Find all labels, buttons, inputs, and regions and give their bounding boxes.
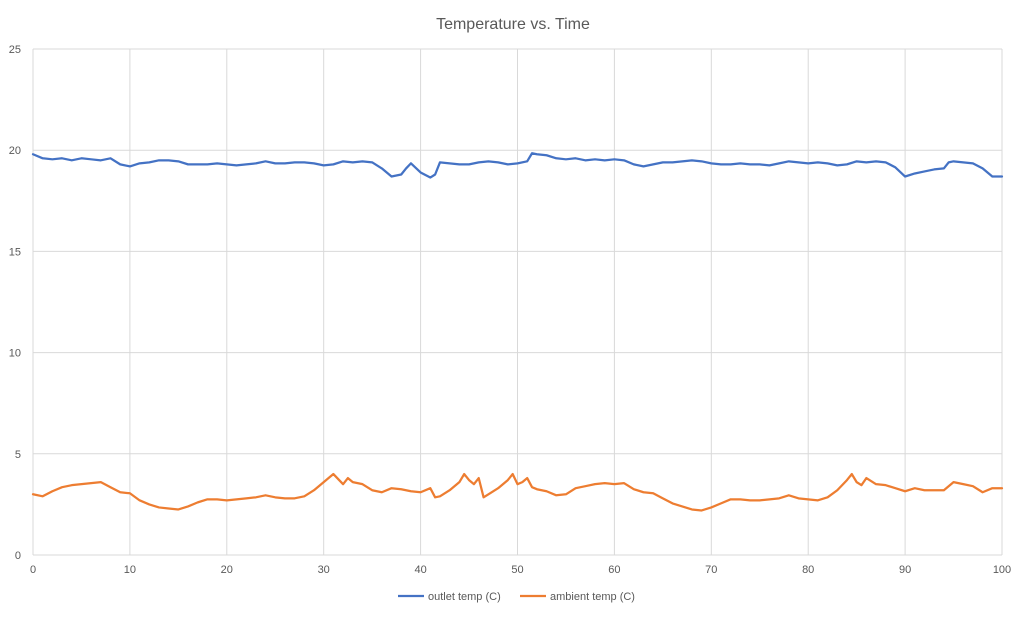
y-tick-label: 20 [9,145,21,157]
x-tick-label: 80 [802,564,814,576]
legend-label: outlet temp (C) [428,591,501,603]
series-lines [31,152,1004,512]
x-tick-label: 10 [124,564,136,576]
y-tick-label: 0 [15,550,21,562]
x-tick-label: 60 [608,564,620,576]
x-tick-label: 40 [414,564,426,576]
x-tick-label: 20 [221,564,233,576]
legend-label: ambient temp (C) [550,591,635,603]
legend[interactable]: outlet temp (C) ambient temp (C) [398,591,635,603]
x-tick-label: 0 [30,564,36,576]
y-tick-label: 15 [9,246,21,258]
series-line-outlet [31,152,1004,179]
axes: 0 5 10 15 20 25 0 10 20 30 40 50 60 70 80 90 100 [9,44,1011,576]
x-tick-label: 100 [993,564,1011,576]
x-tick-label: 30 [318,564,330,576]
gridlines [32,48,1003,556]
y-tick-label: 10 [9,348,21,360]
x-tick-label: 70 [705,564,717,576]
y-tick-label: 5 [15,449,21,461]
x-tick-label: 50 [511,564,523,576]
legend-item[interactable]: ambient temp (C) [520,591,635,603]
x-tick-label: 90 [899,564,911,576]
y-tick-label: 25 [9,44,21,56]
chart-title: Temperature vs. Time [436,16,590,33]
series-line-ambient [31,472,1004,512]
legend-item[interactable]: outlet temp (C) [398,591,501,603]
